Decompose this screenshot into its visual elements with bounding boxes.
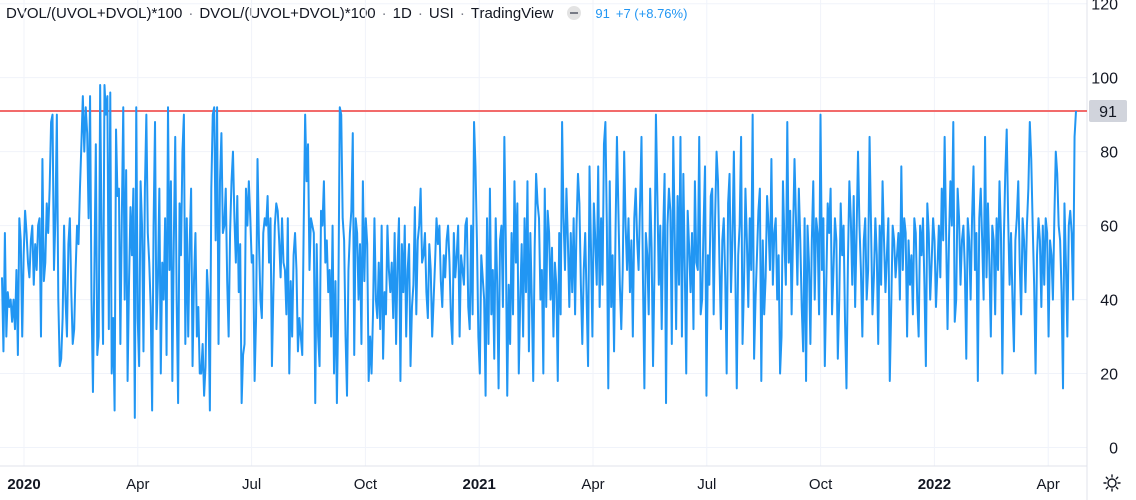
x-tick-label: Oct	[354, 476, 378, 493]
time-axis: 2020 Apr Jul Oct 2021 Apr Jul Oct 2022 Apr	[7, 476, 1060, 493]
price-axis: 0 20 40 60 80 100 120	[1091, 0, 1118, 458]
y-tick-label: 120	[1091, 0, 1118, 14]
chart-legend: DVOL/(UVOL+DVOL)*100 · DVOL/(UVOL+DVOL)*…	[6, 3, 687, 23]
x-tick-label: Apr	[1037, 476, 1060, 493]
legend-last-value: 91	[595, 5, 610, 21]
legend-separator: ·	[459, 4, 465, 22]
legend-interval[interactable]: 1D	[392, 4, 412, 22]
price-tag-background	[1089, 99, 1127, 122]
x-tick-label: Apr	[126, 476, 149, 493]
x-tick-label: 2022	[918, 476, 951, 493]
x-tick-label: Apr	[581, 476, 604, 493]
visibility-toggle-icon[interactable]	[567, 6, 582, 20]
price-tag-label: 91	[1099, 104, 1117, 121]
legend-change: +7 (+8.76%)	[615, 5, 688, 21]
y-tick-label: 0	[1109, 441, 1118, 458]
legend-separator: ·	[188, 4, 194, 22]
y-tick-label: 60	[1100, 219, 1118, 236]
y-tick-label: 80	[1100, 145, 1118, 162]
gear-icon[interactable]	[1103, 474, 1121, 492]
legend-separator: ·	[417, 4, 423, 22]
x-tick-label: Jul	[697, 476, 716, 493]
legend-separator: ·	[381, 4, 387, 22]
x-tick-label: 2021	[463, 476, 496, 493]
y-tick-label: 40	[1100, 293, 1118, 310]
legend-series-name: DVOL/(UVOL+DVOL)*100	[199, 4, 376, 22]
x-tick-label: Jul	[242, 476, 261, 493]
y-tick-label: 100	[1091, 71, 1118, 88]
y-tick-label: 20	[1100, 367, 1118, 384]
legend-source: TradingView	[470, 4, 554, 22]
legend-exchange: USI	[428, 4, 454, 22]
last-price-tag: 91	[1089, 99, 1127, 122]
x-tick-label: 2020	[7, 476, 40, 493]
x-tick-label: Oct	[809, 476, 833, 493]
series-line	[1, 84, 1077, 419]
